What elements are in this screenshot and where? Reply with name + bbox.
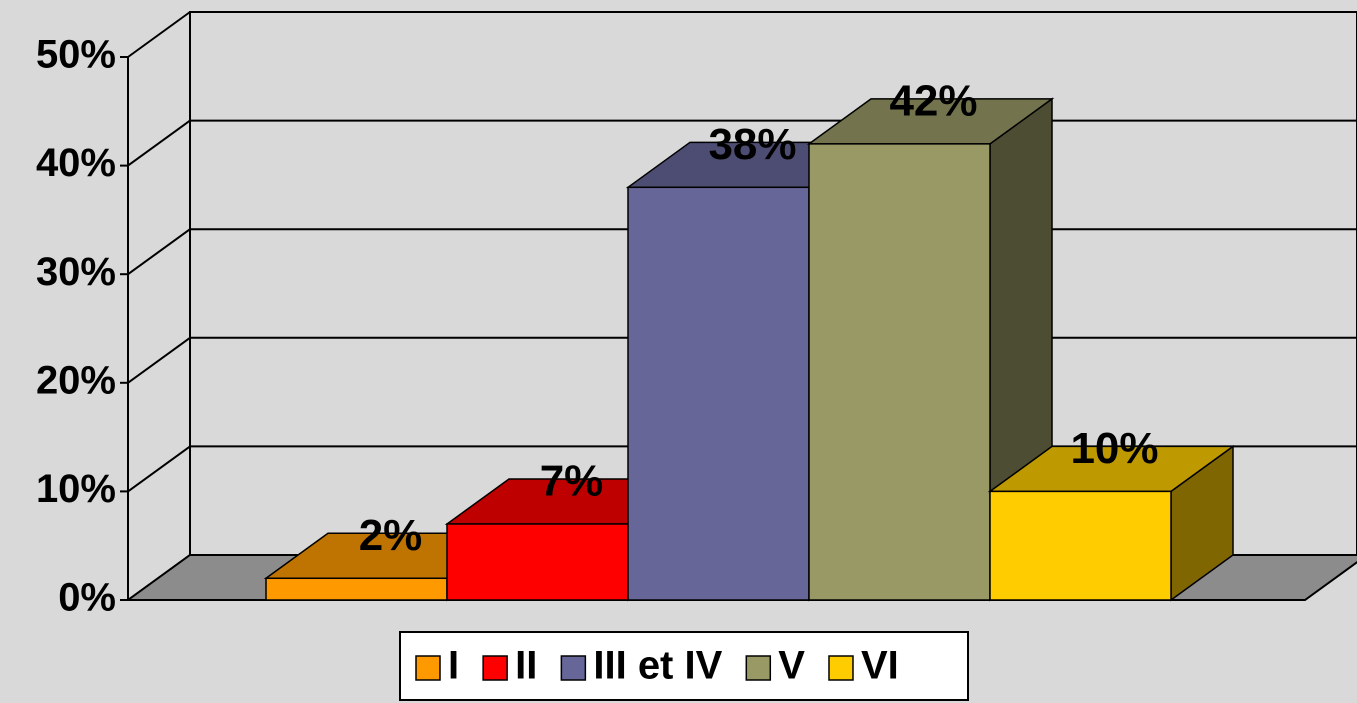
grid-line-side (127, 336, 191, 384)
y-tick-label: 10% (36, 467, 116, 511)
data-label: 2% (359, 511, 423, 560)
bar (808, 143, 991, 601)
data-label: 7% (540, 457, 604, 506)
legend-swatch (415, 655, 441, 681)
grid-line-side (127, 228, 191, 276)
legend-swatch (745, 655, 772, 681)
data-label: 10% (1070, 424, 1158, 473)
bar (265, 577, 448, 601)
bar (989, 490, 1172, 601)
legend-label: I (448, 644, 459, 688)
data-label: 38% (708, 120, 796, 169)
legend-label: III et IV (593, 644, 722, 688)
legend-label: VI (861, 644, 899, 688)
legend-swatch (828, 655, 854, 681)
y-tick-label: 30% (36, 250, 116, 294)
bar (627, 186, 810, 601)
grid-line-side (127, 445, 191, 493)
y-tick-label: 20% (36, 358, 116, 402)
bar (446, 523, 629, 601)
grid-line-side (127, 11, 191, 58)
legend-label: V (778, 644, 805, 688)
y-tick-label: 0% (58, 576, 116, 620)
legend-swatch (560, 655, 587, 681)
legend-label: II (515, 644, 537, 688)
grid-line-side (127, 119, 191, 167)
legend-swatch (482, 655, 508, 681)
data-label: 42% (889, 77, 977, 126)
y-tick-label: 50% (36, 33, 116, 77)
y-tick-label: 40% (36, 141, 116, 185)
